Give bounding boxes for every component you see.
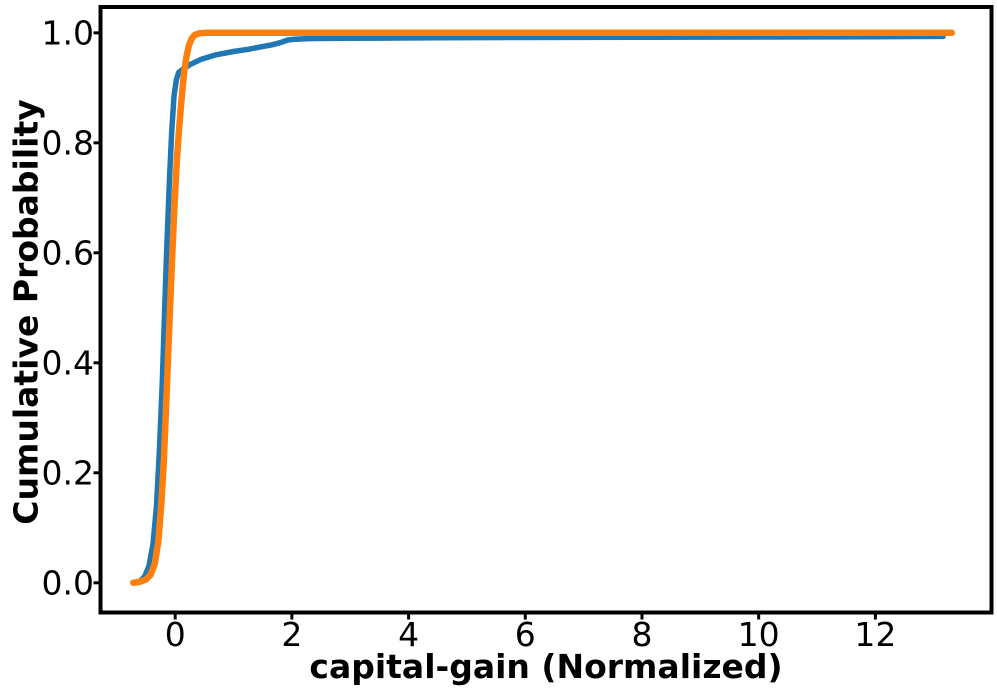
x-tick-label: 6 [514, 615, 536, 654]
y-tick-label: 0.8 [41, 123, 94, 163]
y-axis-label: Cumulative Probability [6, 99, 46, 525]
x-tick-label: 10 [737, 615, 780, 654]
x-tick-label: 12 [854, 615, 897, 654]
y-tick-label: 0.6 [41, 233, 94, 273]
y-tick-label: 0.4 [41, 343, 94, 383]
y-tick-label: 1.0 [41, 13, 94, 53]
x-tick-label: 8 [631, 615, 653, 654]
y-tick-label: 0.0 [41, 563, 94, 603]
orange-cdf-line [129, 29, 956, 587]
x-tick-label: 4 [398, 615, 420, 654]
blue-cdf-line [133, 33, 946, 586]
x-axis-label: capital-gain (Normalized) [309, 647, 783, 686]
x-tick-label: 0 [164, 615, 186, 654]
y-tick-label: 0.2 [41, 453, 94, 493]
plot-border [98, 5, 994, 615]
x-tick-label: 2 [281, 615, 303, 654]
